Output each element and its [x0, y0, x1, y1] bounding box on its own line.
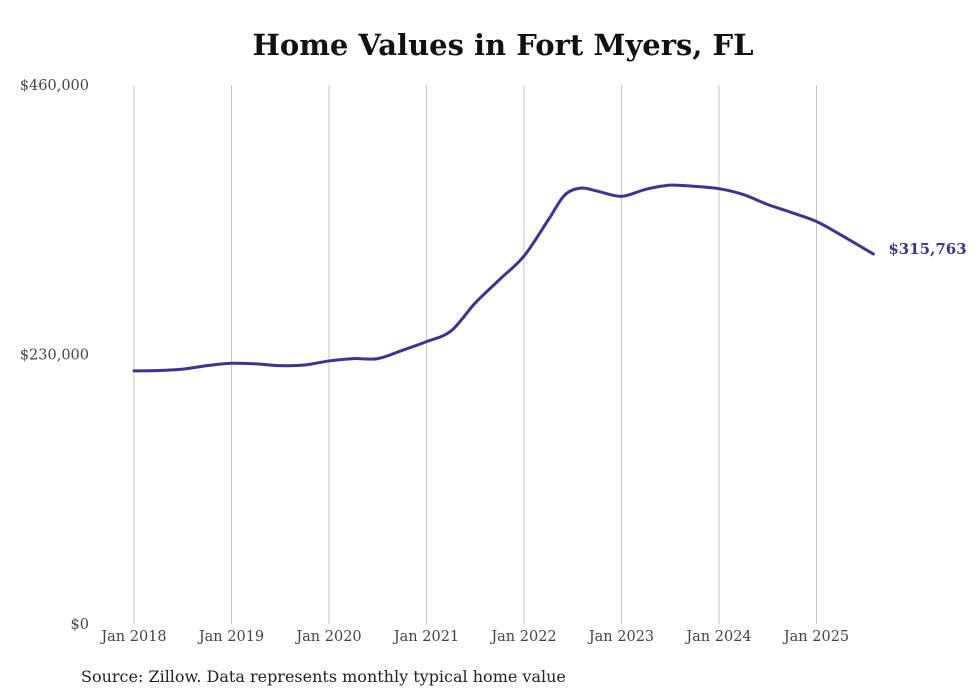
x-tick-label: Jan 2020 [294, 629, 361, 645]
y-tick-label: $0 [71, 617, 89, 633]
x-tick-label: Jan 2018 [99, 629, 166, 645]
source-note: Source: Zillow. Data represents monthly … [81, 667, 566, 686]
y-tick-label: $230,000 [20, 348, 89, 364]
y-axis-ticks: $0 $230,000 $460,000 [20, 78, 89, 633]
x-tick-label: Jan 2023 [587, 629, 654, 645]
end-value-label: $315,763 [888, 240, 966, 258]
series-line [132, 183, 875, 373]
y-tick-label: $460,000 [20, 78, 89, 94]
x-tick-label: Jan 2019 [197, 629, 264, 645]
annotation-layer: $315,763 [888, 240, 966, 258]
x-tick-label: Jan 2021 [392, 629, 459, 645]
x-tick-label: Jan 2025 [782, 629, 849, 645]
series-layer [132, 183, 875, 373]
gridlines [133, 85, 817, 624]
x-axis-ticks: Jan 2018 Jan 2019 Jan 2020 Jan 2021 Jan 2022… [99, 629, 849, 645]
chart-title: Home Values in Fort Myers, FL [252, 28, 754, 62]
x-tick-label: Jan 2022 [489, 629, 556, 645]
x-tick-label: Jan 2024 [684, 629, 751, 645]
